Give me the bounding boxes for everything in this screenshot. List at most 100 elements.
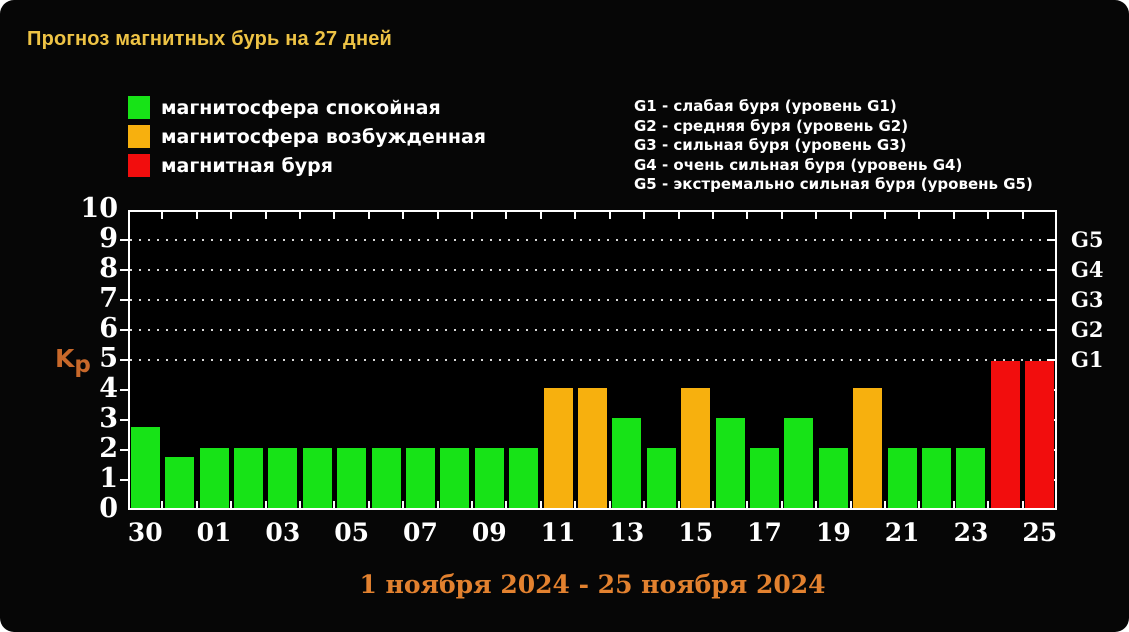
g-level-label: G4 <box>1071 257 1104 282</box>
y-axis-tick <box>120 479 128 481</box>
legend-item-label: магнитосфера спокойная <box>161 96 441 119</box>
x-tick-label: 30 <box>127 518 163 547</box>
x-tick-label: 23 <box>953 518 989 547</box>
storm-level-g1: G1 - слабая буря (уровень G1) <box>634 97 897 115</box>
bar-day-23 <box>956 448 986 508</box>
top-axis-tick <box>402 212 405 219</box>
storm-level-g5: G5 - экстремально сильная буря (уровень … <box>634 175 1033 193</box>
x-tick-label: 13 <box>609 518 645 547</box>
bottom-axis-tick <box>987 501 990 508</box>
bottom-axis-tick <box>402 501 405 508</box>
y-axis-tick <box>120 239 128 241</box>
grid-line <box>130 329 1055 331</box>
bottom-axis-tick <box>677 501 680 508</box>
top-axis-tick <box>815 212 818 219</box>
bottom-axis-tick <box>230 501 233 508</box>
bar-day-24 <box>990 361 1020 508</box>
top-axis-tick <box>333 212 336 219</box>
bottom-axis-tick <box>746 501 749 508</box>
top-axis-tick <box>883 212 886 219</box>
x-tick-label: 17 <box>747 518 782 547</box>
x-tick-label: 03 <box>265 518 301 547</box>
bottom-axis-tick <box>815 501 818 508</box>
grid-line <box>130 299 1055 301</box>
g-level-label: G1 <box>1071 347 1104 372</box>
date-range-caption: 1 ноября 2024 - 25 ноября 2024 <box>359 570 826 599</box>
bar-day-19 <box>818 448 848 508</box>
x-tick-label: 25 <box>1022 518 1058 547</box>
bar-day-03 <box>268 448 298 508</box>
bar-day-04 <box>302 448 332 508</box>
top-axis-tick <box>264 212 267 219</box>
bottom-axis-tick <box>883 501 886 508</box>
legend-item-storm: магнитная буря <box>128 154 486 177</box>
bottom-axis-tick <box>333 501 336 508</box>
top-axis-tick <box>643 212 646 219</box>
bottom-axis-tick <box>643 501 646 508</box>
y-tick-label: 4 <box>99 373 118 404</box>
page-title: Прогноз магнитных бурь на 27 дней <box>27 28 393 50</box>
legend-item-excited: магнитосфера возбужденная <box>128 125 486 148</box>
top-axis-tick <box>230 212 233 219</box>
top-axis-tick <box>505 212 508 219</box>
bottom-axis-tick <box>608 501 611 508</box>
bottom-axis-tick <box>849 501 852 508</box>
storm-level-descriptions: G1 - слабая буря (уровень G1) G2 - средн… <box>634 97 1033 195</box>
top-axis-tick <box>987 212 990 219</box>
bottom-axis-tick <box>195 501 198 508</box>
g-level-label: G2 <box>1071 317 1104 342</box>
bar-day-11 <box>543 388 573 508</box>
bar-day-22 <box>922 448 952 508</box>
bar-day-16 <box>715 418 745 508</box>
excited-color-swatch <box>128 125 150 148</box>
right-axis-tick <box>1047 269 1055 271</box>
legend-item-quiet: магнитосфера спокойная <box>128 96 486 119</box>
y-tick-label: 0 <box>99 493 118 524</box>
y-tick-label: 7 <box>99 283 118 314</box>
storm-level-g3: G3 - сильная буря (уровень G3) <box>634 136 907 154</box>
bottom-axis-tick <box>436 501 439 508</box>
top-axis-tick <box>471 212 474 219</box>
bottom-axis-tick <box>367 501 370 508</box>
y-tick-label: 9 <box>99 223 118 254</box>
bottom-axis-tick <box>471 501 474 508</box>
top-axis-tick <box>299 212 302 219</box>
grid-line <box>130 239 1055 241</box>
bar-day-10 <box>509 448 539 508</box>
y-tick-label: 5 <box>99 343 118 374</box>
y-tick-label: 8 <box>99 253 118 284</box>
bar-day-25 <box>1025 361 1055 508</box>
y-tick-label: 3 <box>99 403 118 434</box>
y-tick-label: 6 <box>99 313 118 344</box>
right-axis-tick <box>1047 299 1055 301</box>
x-tick-label: 09 <box>471 518 507 547</box>
y-axis-title-kp: Kp <box>55 344 91 378</box>
legend: магнитосфера спокойная магнитосфера возб… <box>128 96 486 183</box>
bar-day-15 <box>681 388 711 508</box>
bottom-axis-tick <box>161 501 164 508</box>
storm-color-swatch <box>128 154 150 177</box>
x-tick-label: 07 <box>403 518 438 547</box>
bottom-axis-tick <box>711 501 714 508</box>
bottom-axis-tick <box>780 501 783 508</box>
right-axis-tick <box>1047 329 1055 331</box>
x-tick-label: 01 <box>196 518 232 547</box>
top-axis-tick <box>780 212 783 219</box>
bottom-axis-tick <box>952 501 955 508</box>
grid-line <box>130 269 1055 271</box>
bottom-axis-tick <box>918 501 921 508</box>
bar-day-08 <box>440 448 470 508</box>
grid-line <box>130 359 1055 361</box>
quiet-color-swatch <box>128 96 150 119</box>
bottom-axis-tick <box>574 501 577 508</box>
bottom-axis-tick <box>299 501 302 508</box>
bottom-axis-tick <box>539 501 542 508</box>
x-tick-label: 15 <box>678 518 714 547</box>
storm-level-g2: G2 - средняя буря (уровень G2) <box>634 116 909 135</box>
bar-day-12 <box>577 388 607 508</box>
top-axis-tick <box>952 212 955 219</box>
bar-day-13 <box>612 418 642 508</box>
g-level-label: G3 <box>1071 287 1104 312</box>
